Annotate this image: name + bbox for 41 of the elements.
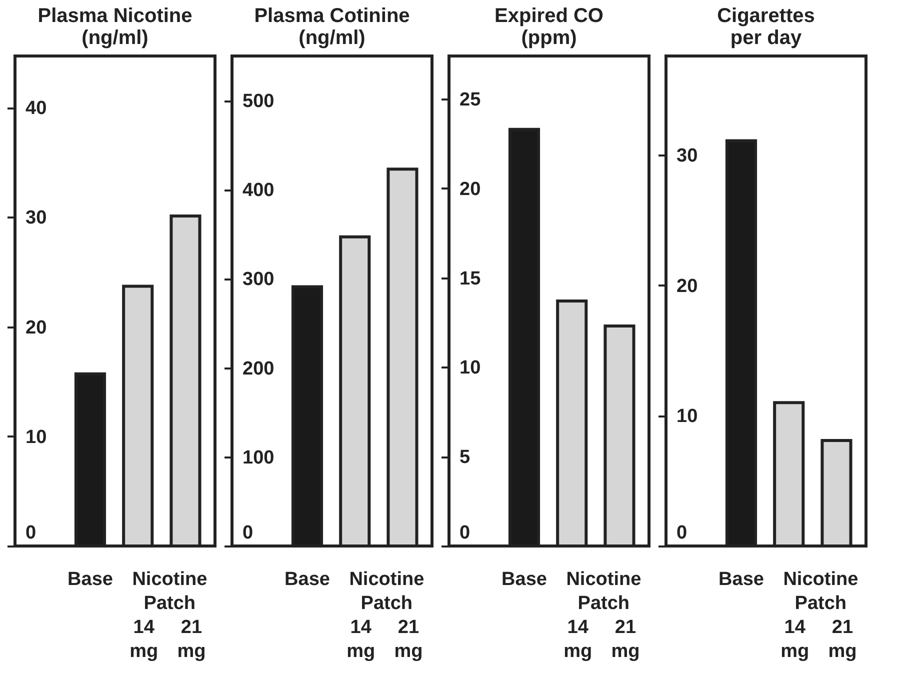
y-tick-label: 500 bbox=[242, 91, 274, 112]
y-tick-label: 400 bbox=[242, 180, 274, 202]
x-tick-label: Base bbox=[68, 569, 113, 590]
chart-title: Plasma Cotinine (ng/ml) bbox=[254, 5, 410, 49]
y-tick-label: 30 bbox=[676, 146, 698, 167]
y-tick-label: 0 bbox=[26, 522, 36, 544]
x-axis-title: Nicotine Patch bbox=[132, 569, 208, 614]
x-axis-title: Nicotine Patch bbox=[349, 569, 424, 614]
x-tick-label: 14 mg bbox=[130, 617, 158, 662]
chart-title: Expired CO (ppm) bbox=[494, 5, 604, 49]
y-tick-label: 100 bbox=[242, 447, 274, 468]
x-tick-label: Base bbox=[284, 569, 330, 590]
x-tick-label: 21 mg bbox=[611, 617, 640, 662]
y-tick-label: 30 bbox=[26, 208, 47, 229]
chart-title: Plasma Nicotine (ng/ml) bbox=[38, 5, 192, 49]
y-tick-label: 300 bbox=[242, 269, 274, 290]
y-tick-label: 200 bbox=[242, 358, 274, 380]
y-tick-label: 20 bbox=[26, 317, 47, 338]
x-tick-label: 21 mg bbox=[828, 617, 857, 662]
y-tick-label: 10 bbox=[460, 358, 481, 379]
y-tick-label: 40 bbox=[26, 98, 47, 120]
y-tick-label: 20 bbox=[676, 276, 698, 297]
y-tick-label: 25 bbox=[460, 89, 482, 110]
x-tick-label: 14 mg bbox=[564, 617, 592, 662]
y-tick-label: 5 bbox=[460, 447, 470, 468]
y-tick-label: 0 bbox=[460, 522, 470, 544]
y-tick-label: 20 bbox=[460, 178, 481, 200]
y-tick-label: 10 bbox=[26, 426, 47, 448]
x-axis-title: Nicotine Patch bbox=[783, 569, 858, 614]
y-tick-label: 0 bbox=[242, 522, 254, 544]
x-tick-label: 14 mg bbox=[780, 617, 810, 662]
x-axis-title: Nicotine Patch bbox=[566, 569, 642, 614]
x-tick-label: 21 mg bbox=[394, 617, 423, 662]
x-tick-label: Base bbox=[502, 569, 547, 590]
x-tick-label: Base bbox=[718, 569, 764, 590]
x-tick-label: 21 mg bbox=[177, 617, 206, 662]
y-tick-label: 15 bbox=[460, 268, 482, 290]
y-tick-label: 10 bbox=[676, 406, 698, 428]
y-tick-label: 0 bbox=[676, 522, 688, 544]
chart-title: Cigarettes per day bbox=[717, 5, 815, 49]
x-tick-label: 14 mg bbox=[346, 617, 376, 662]
